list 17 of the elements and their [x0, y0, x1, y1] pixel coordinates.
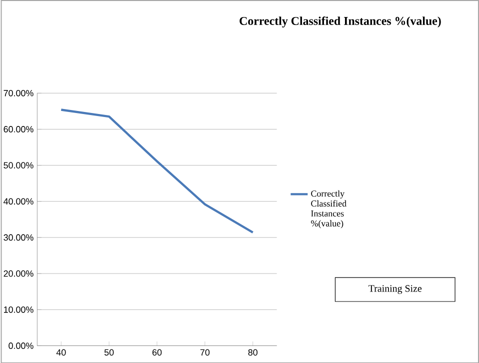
y-tick-label: 20.00% — [4, 270, 34, 277]
legend-label: Correctly Classified Instances %(value) — [311, 190, 346, 228]
x-tick-label: 60 — [152, 349, 162, 356]
x-tick-label: 40 — [56, 349, 66, 356]
y-tick-label: 40.00% — [4, 198, 34, 204]
line-series — [60, 108, 254, 234]
text: Correctly Classified Instances %(value) — [240, 16, 441, 28]
x-tick-label: 50 — [104, 349, 114, 356]
x-tick-label: 80 — [248, 349, 258, 356]
x-tick-label: 70 — [200, 349, 210, 356]
y-tick-label: 50.00% — [4, 162, 34, 168]
y-tick-label: 70.00% — [4, 90, 34, 96]
y-tick-label: 10.00% — [4, 306, 34, 313]
y-tick-label: 60.00% — [4, 126, 34, 132]
y-tick-label: 0.00% — [8, 342, 34, 349]
text: Training Size — [368, 284, 422, 294]
y-tick-label: 30.00% — [4, 234, 34, 240]
